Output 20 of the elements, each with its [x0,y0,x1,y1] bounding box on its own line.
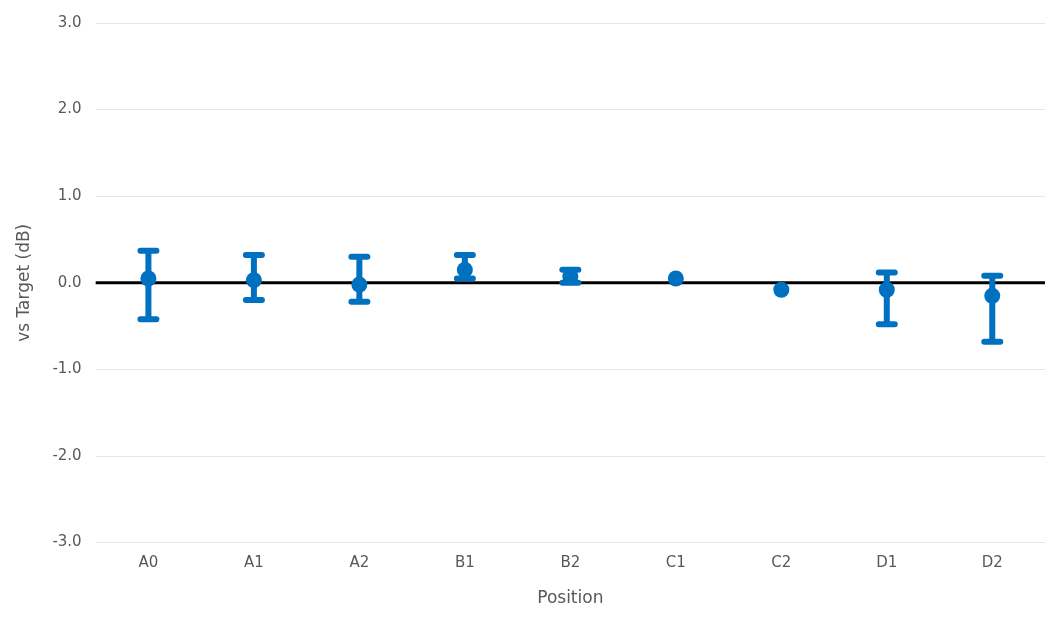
x-tick-label: A2 [349,553,370,572]
y-tick-label: -3.0 [52,532,82,551]
x-tick-label: B1 [454,553,475,572]
x-tick-label: C2 [771,553,792,572]
point [773,281,790,298]
y-tick-label: 0.0 [57,272,82,291]
x-tick-label: A0 [138,553,159,572]
y-axis-title: vs Target (dB) [12,223,33,342]
y-tick-label: 1.0 [57,186,82,205]
y-tick-label: -1.0 [52,359,82,378]
point [667,270,684,287]
x-tick-label: A1 [243,553,264,572]
x-tick-label: D2 [981,553,1003,572]
x-axis-title: Position [537,587,604,608]
y-tick-label: 3.0 [57,12,82,31]
x-tick-label: D1 [876,553,898,572]
x-tick-label: B2 [560,553,581,572]
y-tick-label: 2.0 [57,99,82,118]
x-tick-label: C1 [665,553,686,572]
y-tick-label: -2.0 [52,445,82,464]
